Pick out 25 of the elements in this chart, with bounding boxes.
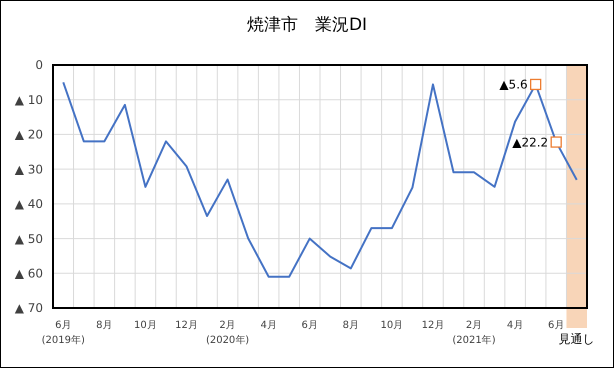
x-tick-label: 4月 xyxy=(260,320,277,331)
x-tick-label: 6月 (2019年) xyxy=(42,320,85,346)
x-tick-label: 6月 xyxy=(548,320,564,331)
y-tick-label: ▲ 70 xyxy=(14,301,43,316)
x-tick-label: 見通し xyxy=(558,332,595,346)
x-tick-label: 8月 xyxy=(96,320,113,331)
chart-title: 焼津市 業況DI xyxy=(246,15,368,35)
y-tick-label: ▲ 10 xyxy=(14,92,43,107)
x-tick-label: 12月 xyxy=(175,320,198,331)
y-tick-label: 0 xyxy=(35,58,43,72)
x-tick-label: 4月 xyxy=(506,320,524,331)
y-tick-label: ▲ 40 xyxy=(14,197,43,212)
x-tick-label: 12月 xyxy=(422,320,444,331)
y-tick-label: ▲ 60 xyxy=(14,266,43,280)
annotation: ▲5.6 xyxy=(499,78,528,92)
x-tick-label: 2月 (2020年) xyxy=(206,320,250,346)
x-tick-label: 2月 (2021年) xyxy=(452,320,496,346)
x-tick-label: 10月 xyxy=(134,320,157,331)
x-tick-label: 6月 xyxy=(302,320,318,331)
y-tick-label: ▲ 20 xyxy=(14,128,43,142)
x-tick-label: 8月 xyxy=(342,320,359,331)
y-tick-label: ▲ 50 xyxy=(14,232,43,246)
y-tick-label: ▲ 30 xyxy=(14,162,43,176)
x-tick-label: 10月 xyxy=(380,320,404,331)
annotation: ▲22.2 xyxy=(512,135,548,150)
